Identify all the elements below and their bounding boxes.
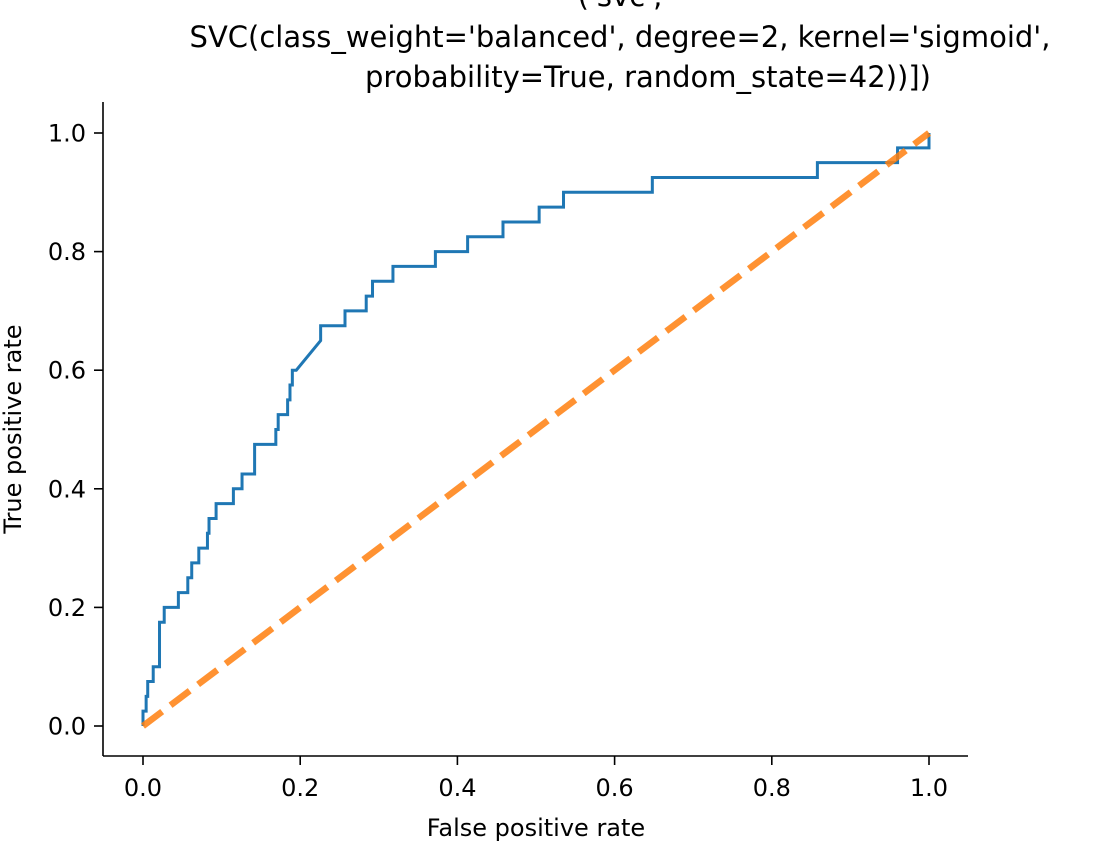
plot-area bbox=[141, 130, 931, 729]
y-tick-label: 0.8 bbox=[48, 238, 86, 266]
chart-title: ('svc', SVC(class_weight='balanced', deg… bbox=[190, 0, 1051, 94]
y-axis-label: True positive rate bbox=[0, 324, 27, 534]
y-tick-label: 0.2 bbox=[48, 594, 86, 622]
title-line-1: ('svc', bbox=[578, 0, 663, 13]
x-tick-label: 0.8 bbox=[753, 774, 791, 802]
y-tick-label: 0.0 bbox=[48, 713, 86, 741]
y-ticks: 0.0 0.2 0.4 0.6 0.8 1.0 bbox=[48, 120, 103, 741]
y-tick-label: 0.4 bbox=[48, 475, 86, 503]
x-axis-label: False positive rate bbox=[427, 814, 645, 842]
y-tick-label: 1.0 bbox=[48, 120, 86, 148]
x-tick-label: 1.0 bbox=[910, 774, 948, 802]
x-axis: 0.0 0.2 0.4 0.6 0.8 1.0 False positive rate bbox=[103, 755, 968, 842]
chance-line bbox=[141, 130, 931, 729]
y-tick-label: 0.6 bbox=[48, 357, 86, 385]
x-ticks: 0.0 0.2 0.4 0.6 0.8 1.0 bbox=[124, 756, 948, 802]
title-line-2: SVC(class_weight='balanced', degree=2, k… bbox=[190, 20, 1051, 54]
x-tick-label: 0.2 bbox=[281, 774, 319, 802]
roc-curve bbox=[141, 133, 931, 726]
title-line-3: probability=True, random_state=42))]) bbox=[365, 60, 931, 94]
y-axis: 0.0 0.2 0.4 0.6 0.8 1.0 True positive rate bbox=[0, 102, 104, 756]
x-tick-label: 0.6 bbox=[596, 774, 634, 802]
x-tick-label: 0.0 bbox=[124, 774, 162, 802]
x-tick-label: 0.4 bbox=[438, 774, 476, 802]
